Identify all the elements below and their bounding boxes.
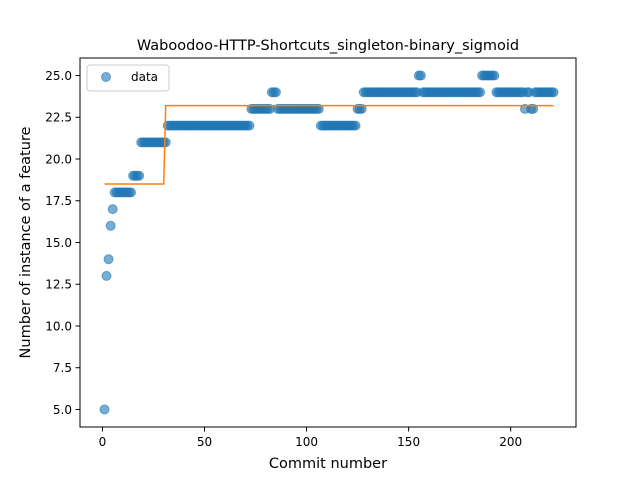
- data-point: [105, 220, 116, 231]
- data-point: [356, 103, 367, 114]
- data-point: [548, 87, 559, 98]
- data-point: [101, 270, 112, 281]
- x-tick-label: 50: [197, 435, 212, 449]
- legend-label-data: data: [131, 70, 158, 84]
- x-tick-label: 100: [295, 435, 318, 449]
- y-tick-label: 12.5: [45, 278, 72, 292]
- x-axis-label: Commit number: [269, 456, 387, 472]
- data-point: [270, 87, 281, 98]
- data-point: [475, 87, 486, 98]
- data-point: [350, 120, 361, 131]
- data-point: [528, 103, 539, 114]
- y-tick-label: 15.0: [45, 236, 72, 250]
- data-point: [489, 70, 500, 81]
- y-tick-label: 22.5: [45, 111, 72, 125]
- y-axis-label: Number of instance of a feature: [18, 126, 34, 358]
- y-tick-label: 20.0: [45, 152, 72, 166]
- x-tick-label: 200: [499, 435, 522, 449]
- x-tick-label: 150: [397, 435, 420, 449]
- y-axis: 5.0 7.5 10.0 12.5 15.0 17.5 20.0 22.5 25.0: [45, 69, 80, 417]
- data-point: [313, 103, 324, 114]
- legend: data: [86, 64, 170, 92]
- fit-line: [104, 104, 554, 185]
- x-tick-label: 0: [99, 435, 107, 449]
- legend-marker-data: [101, 72, 111, 82]
- data-point: [107, 204, 118, 215]
- y-tick-label: 7.5: [53, 361, 72, 375]
- y-tick-label: 10.0: [45, 319, 72, 333]
- data-point: [244, 120, 255, 131]
- x-axis: 0 50 100 150 200: [99, 427, 522, 449]
- data-point: [99, 404, 110, 415]
- data-point: [126, 187, 137, 198]
- y-tick-label: 17.5: [45, 194, 72, 208]
- plot-area: [99, 70, 559, 415]
- axes-frame: [79, 57, 577, 428]
- data-point: [160, 137, 171, 148]
- y-tick-label: 5.0: [53, 403, 72, 417]
- legend-box: [86, 64, 170, 92]
- chart-title: Waboodoo-HTTP-Shortcuts_singleton-binary…: [137, 38, 519, 54]
- data-point: [103, 254, 114, 265]
- data-point: [415, 70, 426, 81]
- data-point: [134, 170, 145, 181]
- y-tick-label: 25.0: [45, 69, 72, 83]
